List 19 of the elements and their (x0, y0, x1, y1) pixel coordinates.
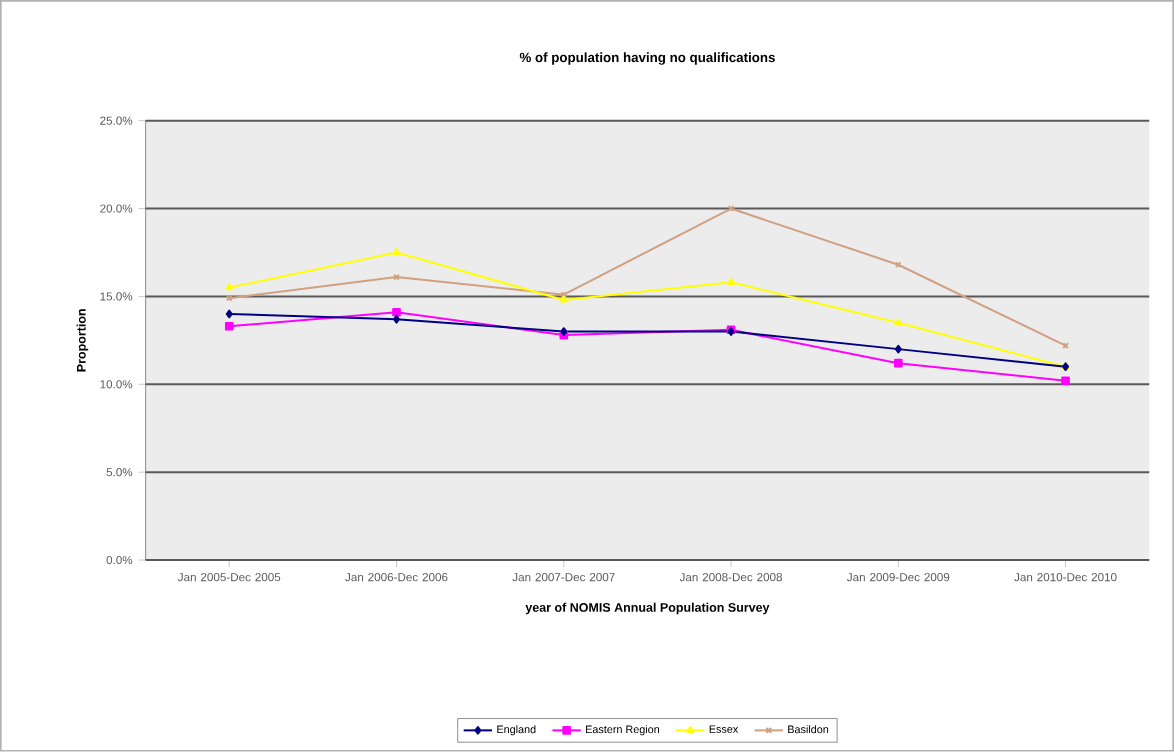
x-tick-label: Jan 2009-Dec 2009 (847, 573, 950, 582)
x-tick-label: Jan 2007-Dec 2007 (512, 573, 615, 582)
y-tick-label: 15.0% (100, 292, 133, 301)
x-axis-title: year of NOMIS Annual Population Survey (525, 602, 770, 615)
y-axis-title: Proportion (76, 309, 89, 372)
legend-label: Essex (709, 725, 739, 734)
y-tick-label: 20.0% (100, 204, 133, 213)
x-tick-label: Jan 2008-Dec 2008 (679, 573, 783, 582)
x-tick-label: Jan 2005-Dec 2005 (177, 573, 281, 582)
y-tick-label: 0.0% (106, 556, 133, 565)
chart-title: % of population having no qualifications (519, 52, 775, 66)
y-tick-label: 25.0% (100, 116, 133, 125)
legend-label: Eastern Region (586, 725, 660, 736)
y-tick-label: 10.0% (100, 380, 133, 389)
x-tick-label: Jan 2010-Dec 2010 (1014, 573, 1117, 582)
x-tick-label: Jan 2006-Dec 2006 (345, 573, 448, 582)
y-tick-label: 5.0% (106, 468, 133, 477)
legend-label: England (497, 725, 536, 736)
legend-label: Basildon (788, 725, 829, 734)
